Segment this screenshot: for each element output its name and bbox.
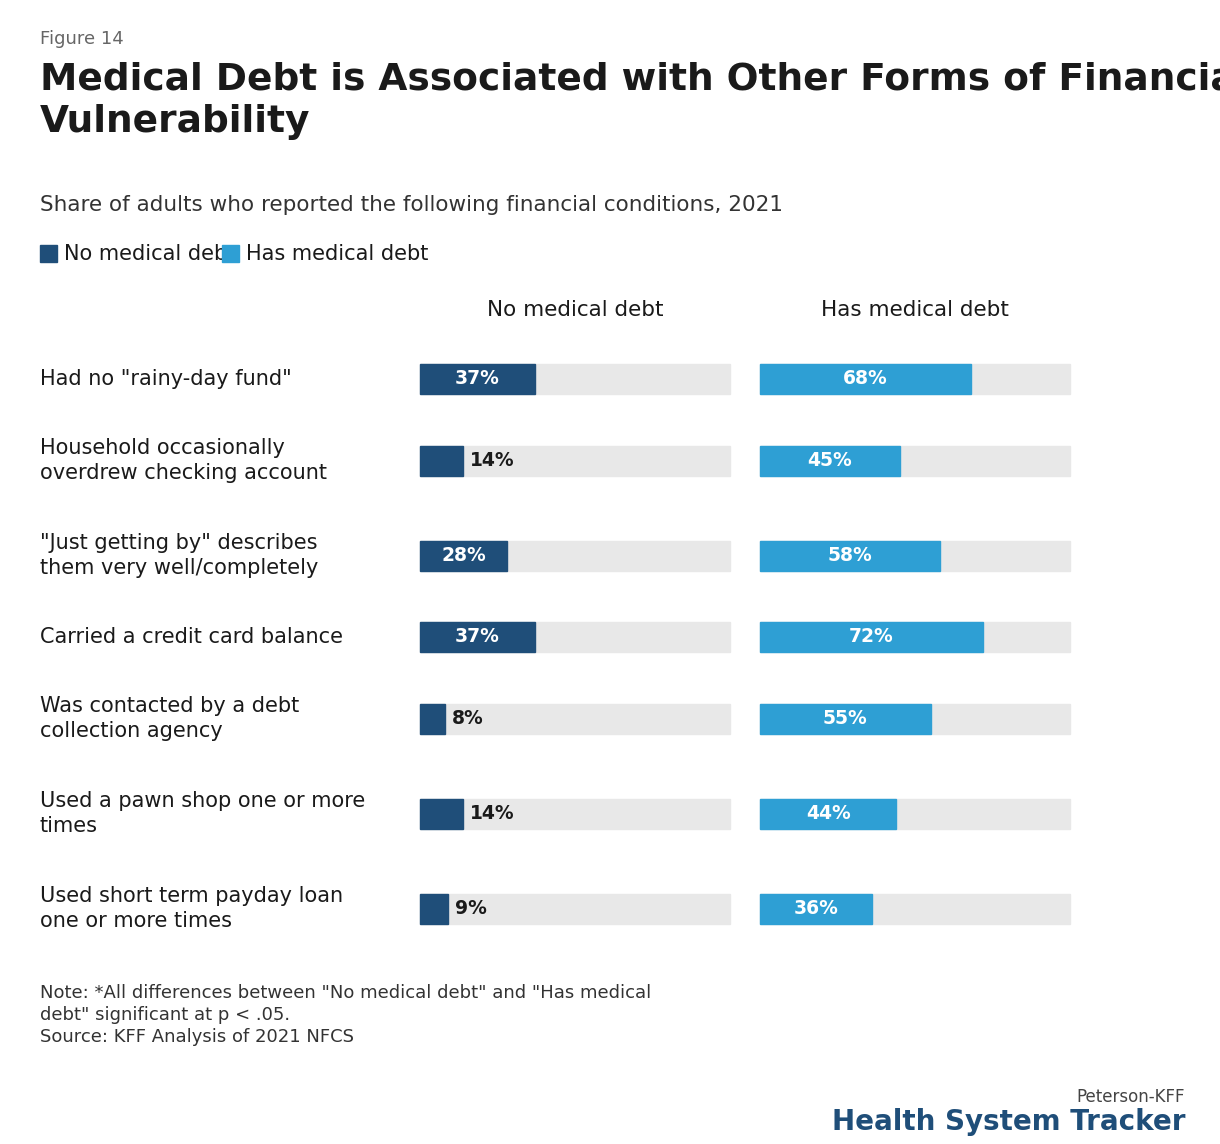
Bar bbox=[760, 364, 1070, 394]
Bar bbox=[420, 893, 730, 923]
Text: Has medical debt: Has medical debt bbox=[821, 300, 1009, 320]
Text: Health System Tracker: Health System Tracker bbox=[832, 1109, 1185, 1136]
Bar bbox=[420, 893, 448, 923]
Bar bbox=[760, 364, 971, 394]
Bar bbox=[420, 704, 445, 733]
Bar bbox=[760, 799, 897, 828]
Bar bbox=[760, 622, 1070, 652]
Bar bbox=[420, 364, 534, 394]
Bar bbox=[222, 245, 239, 262]
Text: Household occasionally
overdrew checking account: Household occasionally overdrew checking… bbox=[40, 438, 327, 483]
Bar bbox=[40, 245, 57, 262]
Text: "Just getting by" describes
them very well/completely: "Just getting by" describes them very we… bbox=[40, 533, 318, 579]
Bar bbox=[760, 445, 899, 476]
Bar bbox=[760, 893, 871, 923]
Text: 58%: 58% bbox=[827, 546, 872, 565]
Text: Peterson-KFF: Peterson-KFF bbox=[1076, 1088, 1185, 1106]
Bar bbox=[760, 622, 983, 652]
Text: 36%: 36% bbox=[793, 899, 838, 917]
Text: Used short term payday loan
one or more times: Used short term payday loan one or more … bbox=[40, 885, 343, 931]
Bar bbox=[420, 622, 730, 652]
Text: 68%: 68% bbox=[843, 370, 888, 389]
Bar bbox=[760, 540, 939, 571]
Text: 37%: 37% bbox=[455, 370, 500, 389]
Text: 28%: 28% bbox=[440, 546, 486, 565]
Bar bbox=[420, 445, 464, 476]
Bar bbox=[760, 893, 1070, 923]
Bar bbox=[760, 704, 931, 733]
Text: Was contacted by a debt
collection agency: Was contacted by a debt collection agenc… bbox=[40, 696, 299, 741]
Text: Figure 14: Figure 14 bbox=[40, 30, 123, 48]
Text: Source: KFF Analysis of 2021 NFCS: Source: KFF Analysis of 2021 NFCS bbox=[40, 1028, 354, 1046]
Text: Note: *All differences between "No medical debt" and "Has medical: Note: *All differences between "No medic… bbox=[40, 984, 651, 1002]
Bar bbox=[420, 540, 506, 571]
Text: 45%: 45% bbox=[808, 451, 852, 470]
Bar bbox=[420, 445, 730, 476]
Bar bbox=[760, 799, 1070, 828]
Text: 55%: 55% bbox=[822, 709, 867, 728]
Text: Carried a credit card balance: Carried a credit card balance bbox=[40, 627, 343, 648]
Text: Medical Debt is Associated with Other Forms of Financial
Vulnerability: Medical Debt is Associated with Other Fo… bbox=[40, 62, 1220, 140]
Text: 72%: 72% bbox=[849, 628, 894, 646]
Text: No medical debt: No medical debt bbox=[487, 300, 664, 320]
Text: 14%: 14% bbox=[471, 451, 515, 470]
Text: 37%: 37% bbox=[455, 628, 500, 646]
Text: 44%: 44% bbox=[806, 804, 850, 823]
Text: No medical debt: No medical debt bbox=[63, 244, 235, 263]
Bar bbox=[420, 799, 730, 828]
Text: Share of adults who reported the following financial conditions, 2021: Share of adults who reported the followi… bbox=[40, 194, 783, 215]
Text: Has medical debt: Has medical debt bbox=[246, 244, 428, 263]
Bar bbox=[760, 445, 1070, 476]
Text: 9%: 9% bbox=[455, 899, 487, 917]
Bar bbox=[420, 364, 730, 394]
Text: Used a pawn shop one or more
times: Used a pawn shop one or more times bbox=[40, 791, 365, 836]
Text: 14%: 14% bbox=[471, 804, 515, 823]
Bar bbox=[420, 799, 464, 828]
Text: 8%: 8% bbox=[451, 709, 483, 728]
Bar bbox=[420, 622, 534, 652]
Bar bbox=[420, 540, 730, 571]
Text: debt" significant at p < .05.: debt" significant at p < .05. bbox=[40, 1006, 290, 1024]
Bar bbox=[760, 540, 1070, 571]
Text: Had no "rainy-day fund": Had no "rainy-day fund" bbox=[40, 370, 292, 389]
Bar bbox=[420, 704, 730, 733]
Bar bbox=[760, 704, 1070, 733]
